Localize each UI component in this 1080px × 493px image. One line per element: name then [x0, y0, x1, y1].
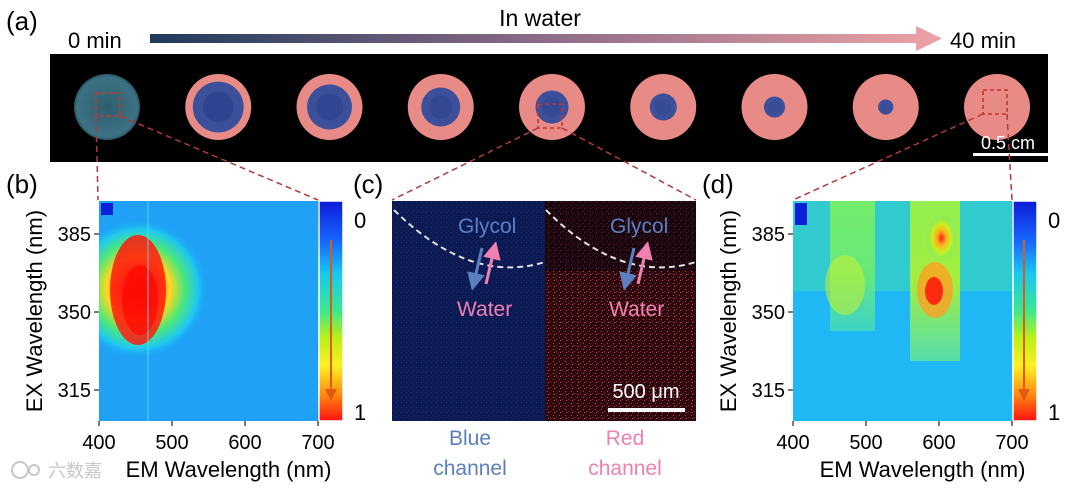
colorbar-d-top: 0: [1048, 208, 1060, 233]
axes-d: 400 500 600 700 385 350 315 EM Wavelength (nm) E…: [716, 210, 1029, 482]
x-tick-label: 500: [849, 432, 882, 454]
blue-glycol-arrow: [467, 247, 485, 291]
red-channel-label-2: channel: [588, 457, 662, 480]
micro-scale-bar: [608, 408, 685, 412]
blue-water-arrow: [483, 241, 501, 285]
y-axis-label: EX Wavelength (nm): [22, 210, 47, 412]
sample-disc: [407, 74, 474, 140]
blue-channel-label-2: channel: [433, 457, 507, 480]
x-tick-label: 600: [922, 432, 955, 454]
blue-channel-image: [392, 201, 545, 421]
colorbar-d-bottom: 1: [1048, 400, 1060, 425]
panel-b-letter: (b): [6, 169, 38, 199]
colorbar-b-top: 0: [354, 208, 366, 233]
heatmap-d: [793, 190, 1012, 421]
colorbar-b-bottom: 1: [354, 400, 366, 425]
end-time-label: 40 min: [950, 28, 1016, 53]
watermark: 六数嘉: [11, 461, 102, 481]
x-axis-label: EM Wavelength (nm): [820, 457, 1026, 482]
micro-scale-bar-label: 500 μm: [612, 381, 679, 403]
disc-series: [74, 74, 1030, 140]
x-tick-label: 600: [228, 432, 261, 454]
x-tick-label: 400: [776, 432, 809, 454]
panel-c: (c) Glycol Water Glycol Water 500 μm Blu…: [353, 169, 697, 480]
x-axis-label: EM Wavelength (nm): [126, 457, 332, 482]
axes-b: 400 500 600 700 385 350 315 EM Wavelength (nm) E…: [22, 210, 335, 482]
sample-disc: [519, 74, 585, 140]
x-tick-label: 700: [301, 432, 334, 454]
x-tick-label: 400: [82, 432, 115, 454]
zoom-box-mid: [537, 103, 563, 129]
red-glycol-label: Glycol: [610, 215, 668, 238]
red-water-label: Water: [609, 298, 664, 321]
sample-disc: [630, 74, 697, 140]
zoom-box-end: [982, 89, 1008, 115]
zoom-connectors: [95, 113, 1013, 201]
y-tick-label: 350: [752, 302, 785, 324]
blue-water-label: Water: [457, 298, 512, 321]
blue-glycol-label: Glycol: [458, 215, 516, 238]
watermark-text: 六数嘉: [48, 461, 102, 481]
panel-d-letter: (d): [702, 169, 734, 199]
red-water-arrow: [635, 241, 653, 285]
panel-c-letter: (c): [353, 169, 383, 199]
y-tick-label: 385: [58, 224, 91, 246]
red-glycol-arrow: [619, 247, 637, 291]
sample-disc: [296, 74, 363, 140]
x-tick-label: 500: [155, 432, 188, 454]
sample-disc: [185, 74, 252, 140]
heatmap-b: [99, 201, 318, 421]
sample-disc: [964, 74, 1030, 140]
timeline-arrow: [150, 26, 942, 51]
red-interface: [545, 209, 697, 269]
start-time-label: 0 min: [68, 28, 122, 53]
sample-disc: [852, 74, 919, 140]
strip-scale-bar: [973, 153, 1048, 156]
panel-a-letter: (a): [6, 6, 38, 36]
y-tick-label: 315: [752, 380, 785, 402]
strip-scale-bar-label: 0.5 cm: [981, 133, 1035, 153]
sample-disc: [74, 74, 140, 140]
y-tick-label: 315: [58, 380, 91, 402]
red-channel-label-1: Red: [606, 427, 645, 450]
zoom-box-start: [95, 92, 121, 117]
colorbar-d: 0 1: [1012, 200, 1060, 425]
peak-d: [925, 277, 943, 305]
x-tick-label: 700: [995, 432, 1028, 454]
colorbar-b: 0 1: [318, 200, 366, 425]
panel-b: (b) 0 1 400 500 600 700 385 350 315 EM Waveleng…: [6, 169, 366, 482]
panel-a: (a) In water 0 min 40 min 0.5 cm: [6, 5, 1048, 162]
y-tick-label: 350: [58, 302, 91, 324]
y-axis-label: EX Wavelength (nm): [716, 210, 741, 412]
blue-channel-label-1: Blue: [449, 427, 491, 450]
panel-d: (d) 0 1 400 500 600 700 385 350 315 EM Waveleng…: [702, 169, 1060, 482]
timeline-label: In water: [499, 5, 581, 31]
blue-interface: [393, 209, 546, 269]
y-tick-label: 385: [752, 224, 785, 246]
sample-disc: [741, 74, 808, 140]
